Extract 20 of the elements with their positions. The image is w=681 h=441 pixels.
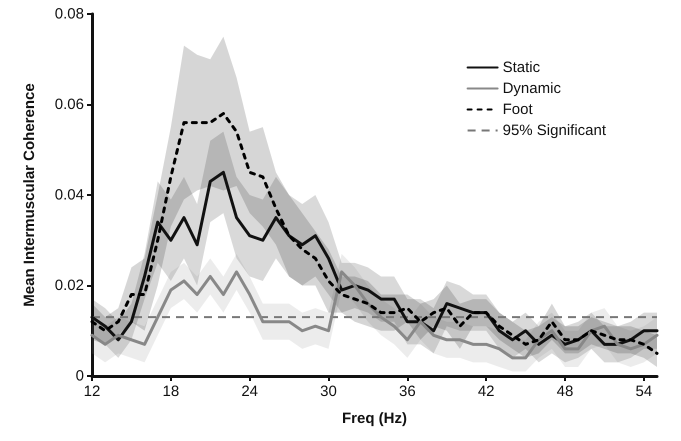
- x-tick-label: 42: [478, 383, 495, 400]
- x-tick-label: 36: [399, 383, 416, 400]
- legend-label: Static: [502, 59, 541, 76]
- y-tick-label: 0.02: [54, 277, 84, 294]
- y-tick-label: 0.06: [54, 96, 84, 113]
- x-tick-label: 30: [320, 383, 337, 400]
- x-axis-title: Freq (Hz): [342, 410, 407, 427]
- legend-label: 95% Significant: [502, 122, 607, 139]
- x-tick-label: 18: [162, 383, 180, 400]
- line-series: [90, 270, 658, 360]
- x-tick-label: 54: [636, 383, 652, 400]
- y-tick-label: 0.08: [54, 6, 84, 22]
- legend-label: Dynamic: [502, 80, 562, 97]
- x-tick-label: 12: [84, 383, 100, 400]
- y-tick-label: 0: [76, 368, 84, 384]
- y-tick-label: 0.04: [54, 186, 84, 204]
- y-axis-title: Mean Intermuscular Coherence: [21, 83, 38, 307]
- legend-label: Foot: [502, 101, 534, 118]
- x-tick-label: 24: [241, 383, 258, 400]
- x-tick-label: 48: [556, 383, 574, 400]
